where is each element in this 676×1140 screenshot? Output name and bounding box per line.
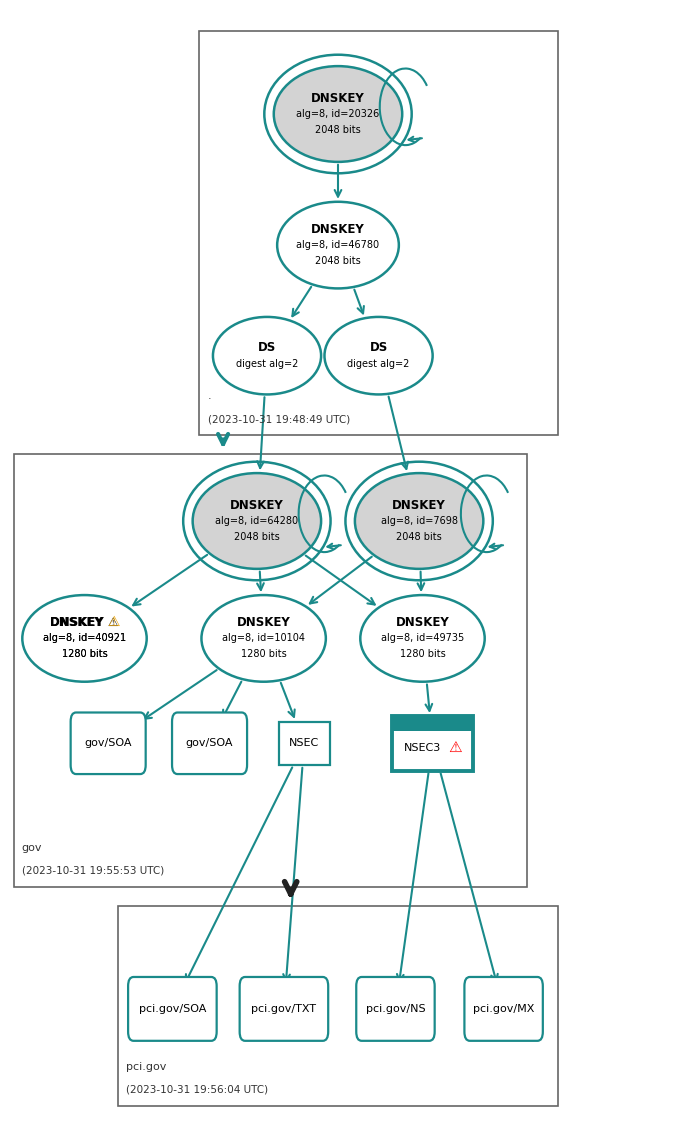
FancyBboxPatch shape bbox=[71, 712, 146, 774]
Ellipse shape bbox=[355, 473, 483, 569]
Text: DNSKEY: DNSKEY bbox=[311, 91, 365, 105]
Text: .: . bbox=[208, 391, 211, 401]
Text: 2048 bits: 2048 bits bbox=[315, 256, 361, 266]
Bar bbox=[392, 716, 473, 771]
Text: DS: DS bbox=[258, 341, 276, 355]
FancyBboxPatch shape bbox=[356, 977, 435, 1041]
Text: NSEC: NSEC bbox=[289, 739, 319, 748]
Text: (2023-10-31 19:48:49 UTC): (2023-10-31 19:48:49 UTC) bbox=[208, 414, 349, 424]
Text: 1280 bits: 1280 bits bbox=[62, 650, 107, 659]
Text: ⚠: ⚠ bbox=[449, 740, 462, 756]
Bar bbox=[199, 31, 558, 435]
Ellipse shape bbox=[360, 595, 485, 682]
Text: 1280 bits: 1280 bits bbox=[400, 650, 445, 659]
Text: gov: gov bbox=[22, 842, 42, 853]
Ellipse shape bbox=[213, 317, 321, 394]
Text: alg=8, id=46780: alg=8, id=46780 bbox=[297, 241, 379, 250]
Bar bbox=[279, 722, 330, 765]
FancyBboxPatch shape bbox=[239, 977, 328, 1041]
Text: DNSKEY: DNSKEY bbox=[49, 616, 103, 629]
Text: ⚠: ⚠ bbox=[107, 616, 120, 629]
Text: DS: DS bbox=[370, 341, 387, 355]
Ellipse shape bbox=[193, 473, 321, 569]
Text: DNSKEY: DNSKEY bbox=[395, 616, 450, 629]
Text: DNSKEY: DNSKEY bbox=[392, 498, 446, 512]
Text: alg=8, id=49735: alg=8, id=49735 bbox=[381, 634, 464, 643]
FancyBboxPatch shape bbox=[172, 712, 247, 774]
Text: alg=8, id=10104: alg=8, id=10104 bbox=[222, 634, 305, 643]
Text: (2023-10-31 19:56:04 UTC): (2023-10-31 19:56:04 UTC) bbox=[126, 1084, 268, 1094]
Ellipse shape bbox=[201, 595, 326, 682]
Text: pci.gov/TXT: pci.gov/TXT bbox=[251, 1004, 316, 1013]
Text: pci.gov/MX: pci.gov/MX bbox=[473, 1004, 534, 1013]
Text: alg=8, id=64280: alg=8, id=64280 bbox=[216, 516, 298, 526]
Text: digest alg=2: digest alg=2 bbox=[347, 359, 410, 368]
Bar bbox=[118, 906, 558, 1106]
Text: alg=8, id=7698: alg=8, id=7698 bbox=[381, 516, 458, 526]
Text: NSEC3: NSEC3 bbox=[404, 743, 441, 752]
Text: 2048 bits: 2048 bits bbox=[396, 532, 442, 541]
Text: pci.gov/SOA: pci.gov/SOA bbox=[139, 1004, 206, 1013]
Text: pci.gov/NS: pci.gov/NS bbox=[366, 1004, 425, 1013]
Text: alg=8, id=40921: alg=8, id=40921 bbox=[43, 634, 126, 643]
Text: DNSKEY: DNSKEY bbox=[237, 616, 291, 629]
FancyBboxPatch shape bbox=[128, 977, 216, 1041]
Text: DNSKEY ⚠: DNSKEY ⚠ bbox=[50, 616, 119, 629]
Text: DNSKEY: DNSKEY bbox=[311, 222, 365, 236]
Text: 1280 bits: 1280 bits bbox=[62, 650, 107, 659]
Ellipse shape bbox=[274, 66, 402, 162]
Text: pci.gov: pci.gov bbox=[126, 1061, 167, 1072]
Text: 2048 bits: 2048 bits bbox=[234, 532, 280, 541]
Text: 2048 bits: 2048 bits bbox=[315, 125, 361, 135]
Text: 1280 bits: 1280 bits bbox=[241, 650, 287, 659]
Text: (2023-10-31 19:55:53 UTC): (2023-10-31 19:55:53 UTC) bbox=[22, 865, 164, 876]
Text: gov/SOA: gov/SOA bbox=[186, 739, 233, 748]
Text: DNSKEY: DNSKEY bbox=[230, 498, 284, 512]
Bar bbox=[392, 716, 473, 731]
Text: gov/SOA: gov/SOA bbox=[84, 739, 132, 748]
FancyBboxPatch shape bbox=[464, 977, 543, 1041]
Text: alg=8, id=40921: alg=8, id=40921 bbox=[43, 634, 126, 643]
Ellipse shape bbox=[277, 202, 399, 288]
Ellipse shape bbox=[324, 317, 433, 394]
Text: digest alg=2: digest alg=2 bbox=[236, 359, 298, 368]
Bar bbox=[14, 454, 527, 887]
Ellipse shape bbox=[22, 595, 147, 682]
Text: alg=8, id=20326: alg=8, id=20326 bbox=[296, 109, 380, 119]
